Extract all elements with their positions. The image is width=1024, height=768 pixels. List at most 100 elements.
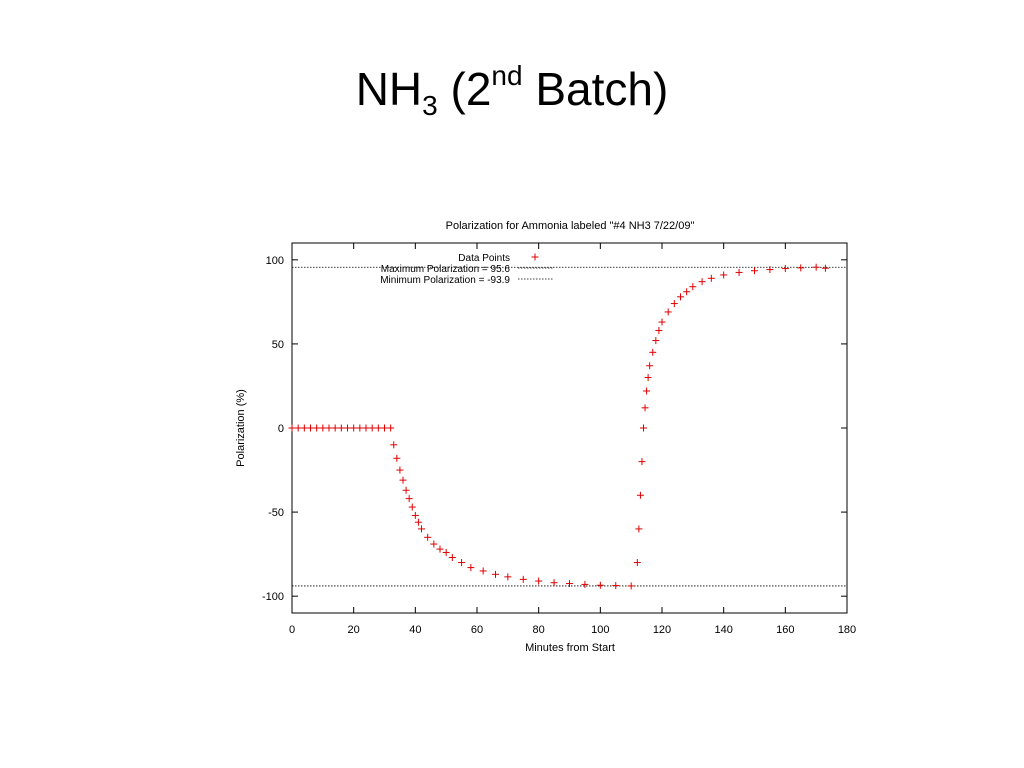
polarization-chart: Polarization for Ammonia labeled "#4 NH3…: [235, 220, 856, 654]
data-point: [313, 424, 321, 432]
data-point: [812, 263, 820, 271]
data-point: [643, 387, 651, 395]
reference-lines: [292, 266, 847, 587]
data-point: [402, 486, 410, 494]
data-point: [664, 308, 672, 316]
data-point: [374, 424, 382, 432]
data-point: [424, 533, 432, 541]
data-point: [720, 271, 728, 279]
data-point: [641, 404, 649, 412]
y-tick-label: 100: [266, 255, 284, 267]
y-tick-label: 50: [272, 339, 284, 351]
data-points-series: [288, 263, 829, 590]
y-axis-label: Polarization (%): [235, 389, 247, 467]
data-point: [766, 266, 774, 274]
data-point: [362, 424, 370, 432]
data-point: [596, 581, 604, 589]
legend-label: Data Points: [458, 253, 510, 264]
data-point: [638, 458, 646, 466]
y-tick-label: -50: [268, 507, 284, 519]
data-point: [644, 374, 652, 382]
data-point: [411, 511, 419, 519]
data-point: [414, 518, 422, 526]
data-point: [393, 454, 401, 462]
slide-title: NH3 (2nd Batch): [0, 62, 1024, 120]
data-point: [430, 540, 438, 548]
y-axis-ticks: -100 -50 0 50 100: [262, 255, 847, 603]
x-tick-label: 140: [714, 624, 732, 636]
data-point: [331, 424, 339, 432]
data-point: [294, 424, 302, 432]
title-open: (2: [437, 63, 492, 115]
data-point: [399, 476, 407, 484]
legend-label: Minimum Polarization = -93.9: [380, 275, 510, 286]
data-point: [356, 424, 364, 432]
title-main: NH: [355, 63, 423, 115]
x-axis-label: Minutes from Start: [525, 642, 615, 654]
data-point: [319, 424, 327, 432]
data-point: [649, 348, 657, 356]
chart-title: Polarization for Ammonia labeled "#4 NH3…: [446, 220, 695, 232]
data-point: [797, 264, 805, 272]
data-point: [492, 570, 499, 578]
data-point: [735, 268, 743, 276]
x-tick-label: 160: [776, 624, 794, 636]
data-point: [677, 293, 684, 301]
data-point: [670, 300, 678, 308]
data-point: [781, 265, 789, 273]
data-point: [550, 579, 558, 587]
data-point: [405, 495, 413, 503]
data-point: [307, 424, 314, 432]
data-point: [658, 318, 666, 326]
data-point: [646, 362, 654, 370]
title-close: Batch): [522, 63, 669, 115]
x-tick-label: 80: [533, 624, 545, 636]
data-point: [325, 424, 333, 432]
x-tick-label: 60: [471, 624, 483, 636]
data-point: [368, 424, 376, 432]
data-point: [418, 525, 425, 533]
data-point: [698, 278, 706, 286]
data-point: [381, 424, 388, 432]
data-point: [635, 525, 643, 533]
data-point: [636, 491, 644, 499]
data-point: [350, 424, 358, 432]
data-point: [436, 545, 444, 553]
data-point: [821, 264, 829, 272]
y-tick-label: 0: [278, 423, 284, 435]
x-tick-label: 120: [653, 624, 671, 636]
x-tick-label: 20: [348, 624, 360, 636]
legend-label: Maximum Polarization = 95.6: [381, 264, 511, 275]
x-tick-label: 100: [591, 624, 609, 636]
data-point: [640, 424, 647, 432]
data-point: [519, 575, 527, 583]
data-point: [288, 424, 296, 432]
data-point: [655, 326, 663, 334]
data-point: [683, 288, 691, 296]
data-point: [458, 559, 466, 567]
data-point: [408, 503, 416, 511]
data-point: [390, 441, 398, 449]
data-point: [535, 577, 543, 585]
data-point: [652, 337, 660, 345]
data-point: [612, 582, 620, 590]
data-point: [504, 573, 512, 581]
x-tick-label: 0: [289, 624, 295, 636]
data-point: [633, 559, 641, 567]
x-tick-label: 180: [838, 624, 856, 636]
x-tick-label: 40: [409, 624, 421, 636]
data-point: [337, 424, 345, 432]
title-subscript: 3: [422, 90, 438, 121]
data-point: [448, 554, 456, 561]
x-axis-ticks: 0 20 40 60 80 100 120 140 160 180: [289, 243, 856, 636]
data-point: [300, 424, 308, 432]
data-point: [689, 283, 697, 291]
data-point: [627, 582, 635, 590]
data-point: [396, 466, 404, 474]
data-point: [479, 567, 487, 575]
y-tick-label: -100: [262, 591, 284, 603]
data-point: [467, 564, 475, 572]
data-point: [344, 424, 351, 432]
title-superscript: nd: [491, 60, 523, 91]
